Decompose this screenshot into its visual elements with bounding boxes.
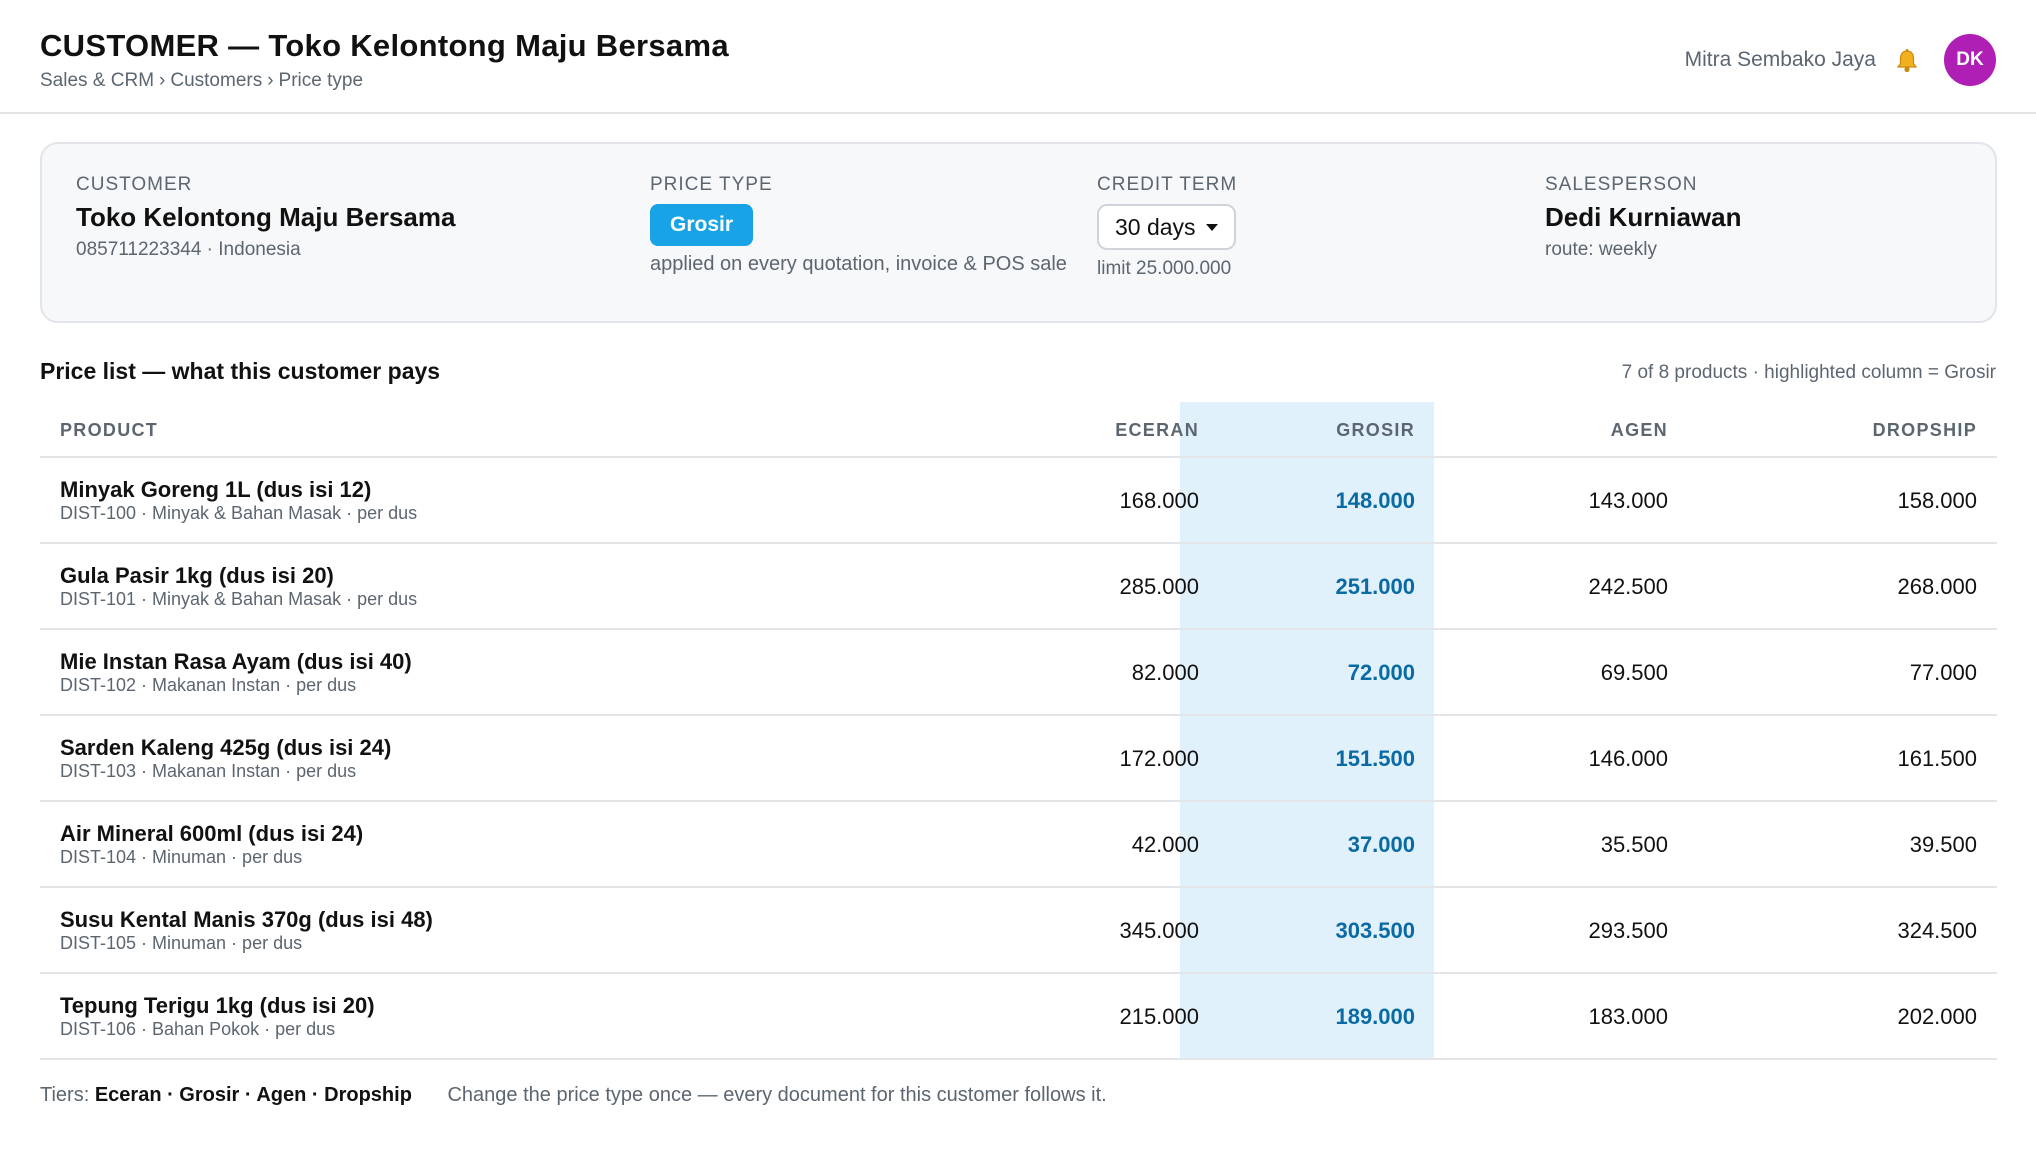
product-name: Susu Kental Manis 370g (dus isi 48) [60, 907, 433, 932]
table-row[interactable]: Air Mineral 600ml (dus isi 24) DIST-104 … [40, 802, 1997, 888]
salesperson-route: route: weekly [1545, 239, 1657, 260]
bell-icon[interactable] [1893, 47, 1921, 75]
price-eceran: 82.000 [1131, 660, 1199, 685]
price-eceran: 285.000 [1119, 574, 1199, 599]
bell-icon-graphic [1896, 49, 1918, 73]
product-meta: DIST-102 · Makanan Instan · per dus [60, 675, 357, 695]
organization-name: Mitra Sembako Jaya [1684, 48, 1876, 71]
price-agen: 183.000 [1588, 1004, 1668, 1029]
product-meta: DIST-106 · Bahan Pokok · per dus [60, 1019, 336, 1039]
customer-details: 085711223344 · Indonesia [76, 239, 301, 260]
salesperson-name: Dedi Kurniawan [1545, 202, 1742, 232]
price-grosir: 189.000 [1335, 1004, 1415, 1029]
price-grosir: 303.500 [1335, 918, 1415, 943]
chevron-down-icon [1205, 223, 1218, 231]
price-type-badge[interactable]: Grosir [650, 204, 754, 246]
price-agen: 242.500 [1588, 574, 1668, 599]
price-agen: 293.500 [1588, 918, 1668, 943]
price-eceran: 168.000 [1119, 488, 1199, 513]
product-name: Minyak Goreng 1L (dus isi 12) [60, 477, 372, 502]
column-header-agen: AGEN [1610, 420, 1668, 440]
price-eceran: 172.000 [1119, 746, 1199, 771]
price-list-meta: 7 of 8 products · highlighted column = G… [1621, 362, 1996, 383]
avatar[interactable]: DK [1944, 34, 1996, 86]
table-header: PRODUCT ECERAN GROSIR AGEN DROPSHIP [40, 402, 1997, 458]
price-dropship: 39.500 [1909, 832, 1977, 857]
price-eceran: 345.000 [1119, 918, 1199, 943]
price-grosir: 72.000 [1347, 660, 1415, 685]
customer-name: Toko Kelontong Maju Bersama [76, 202, 456, 232]
table-row[interactable]: Tepung Terigu 1kg (dus isi 20) DIST-106 … [40, 974, 1997, 1060]
price-list-title: Price list — what this customer pays [40, 358, 441, 384]
product-meta: DIST-105 · Minuman · per dus [60, 933, 303, 953]
price-type-section: PRICE TYPE Grosir applied on every quota… [650, 174, 1070, 276]
product-name: Tepung Terigu 1kg (dus isi 20) [60, 993, 375, 1018]
breadcrumb: Sales & CRM › Customers › Price type [40, 70, 363, 92]
price-eceran: 215.000 [1119, 1004, 1199, 1029]
table-row[interactable]: Minyak Goreng 1L (dus isi 12) DIST-100 ·… [40, 458, 1997, 544]
top-bar: CUSTOMER — Toko Kelontong Maju Bersama S… [0, 0, 2036, 114]
credit-term-value: 30 days [1115, 213, 1196, 240]
price-grosir: 37.000 [1347, 832, 1415, 857]
product-meta: DIST-101 · Minyak & Bahan Masak · per du… [60, 589, 418, 609]
highlighted-column [1180, 402, 1434, 1058]
product-name: Gula Pasir 1kg (dus isi 20) [60, 563, 334, 588]
breadcrumb-separator: › [267, 70, 274, 91]
price-list-table: PRODUCT ECERAN GROSIR AGEN DROPSHIP Miny… [40, 402, 1997, 1060]
salesperson-label: SALESPERSON [1545, 174, 1698, 195]
tiers-list: Eceran · Grosir · Agen · Dropship [94, 1084, 412, 1106]
price-agen: 146.000 [1588, 746, 1668, 771]
tiers-label: Tiers: [40, 1084, 90, 1106]
footer-hint: Change the price type once — every docum… [447, 1084, 1107, 1106]
price-grosir: 151.500 [1335, 746, 1415, 771]
customer-section: CUSTOMER Toko Kelontong Maju Bersama 085… [76, 174, 455, 261]
product-name: Mie Instan Rasa Ayam (dus isi 40) [60, 649, 412, 674]
price-grosir: 148.000 [1335, 488, 1415, 513]
table-row[interactable]: Gula Pasir 1kg (dus isi 20) DIST-101 · M… [40, 544, 1997, 630]
credit-term-label: CREDIT TERM [1097, 174, 1238, 195]
price-dropship: 77.000 [1909, 660, 1977, 685]
column-header-eceran: ECERAN [1115, 420, 1199, 440]
column-header-product: PRODUCT [60, 420, 159, 440]
product-meta: DIST-104 · Minuman · per dus [60, 847, 303, 867]
table-row[interactable]: Susu Kental Manis 370g (dus isi 48) DIST… [40, 888, 1997, 974]
price-agen: 35.500 [1600, 832, 1668, 857]
price-grosir: 251.000 [1335, 574, 1415, 599]
product-meta: DIST-100 · Minyak & Bahan Masak · per du… [60, 503, 418, 523]
salesperson-section: SALESPERSON Dedi Kurniawan route: weekly [1545, 174, 1741, 261]
table-row[interactable]: Mie Instan Rasa Ayam (dus isi 40) DIST-1… [40, 630, 1997, 716]
column-header-grosir: GROSIR [1336, 420, 1415, 440]
price-eceran: 42.000 [1131, 832, 1199, 857]
price-agen: 69.500 [1600, 660, 1668, 685]
breadcrumb-customers[interactable]: Customers [170, 70, 263, 91]
page-title: CUSTOMER — Toko Kelontong Maju Bersama [40, 28, 729, 63]
customer-info-card: CUSTOMER Toko Kelontong Maju Bersama 085… [40, 142, 1997, 323]
product-name: Air Mineral 600ml (dus isi 24) [60, 821, 364, 846]
price-dropship: 158.000 [1897, 488, 1977, 513]
breadcrumb-sales-crm[interactable]: Sales & CRM [40, 70, 155, 91]
price-dropship: 268.000 [1897, 574, 1977, 599]
price-dropship: 202.000 [1897, 1004, 1977, 1029]
product-name: Sarden Kaleng 425g (dus isi 24) [60, 735, 392, 760]
breadcrumb-separator: › [159, 70, 166, 91]
credit-limit: limit 25.000.000 [1097, 258, 1232, 279]
table-row[interactable]: Sarden Kaleng 425g (dus isi 24) DIST-103… [40, 716, 1997, 802]
price-dropship: 324.500 [1897, 918, 1977, 943]
column-header-dropship: DROPSHIP [1872, 420, 1977, 440]
price-agen: 143.000 [1588, 488, 1668, 513]
credit-term-section: CREDIT TERM 30 days limit 25.000.000 [1097, 174, 1237, 280]
price-dropship: 161.500 [1897, 746, 1977, 771]
price-type-label: PRICE TYPE [650, 174, 773, 195]
credit-term-select[interactable]: 30 days [1097, 204, 1236, 250]
price-type-note: applied on every quotation, invoice & PO… [650, 253, 1067, 275]
breadcrumb-current: Price type [278, 70, 364, 91]
footer-note: Tiers: Eceran · Grosir · Agen · Dropship… [40, 1084, 1107, 1107]
product-meta: DIST-103 · Makanan Instan · per dus [60, 761, 357, 781]
customer-label: CUSTOMER [76, 174, 193, 195]
